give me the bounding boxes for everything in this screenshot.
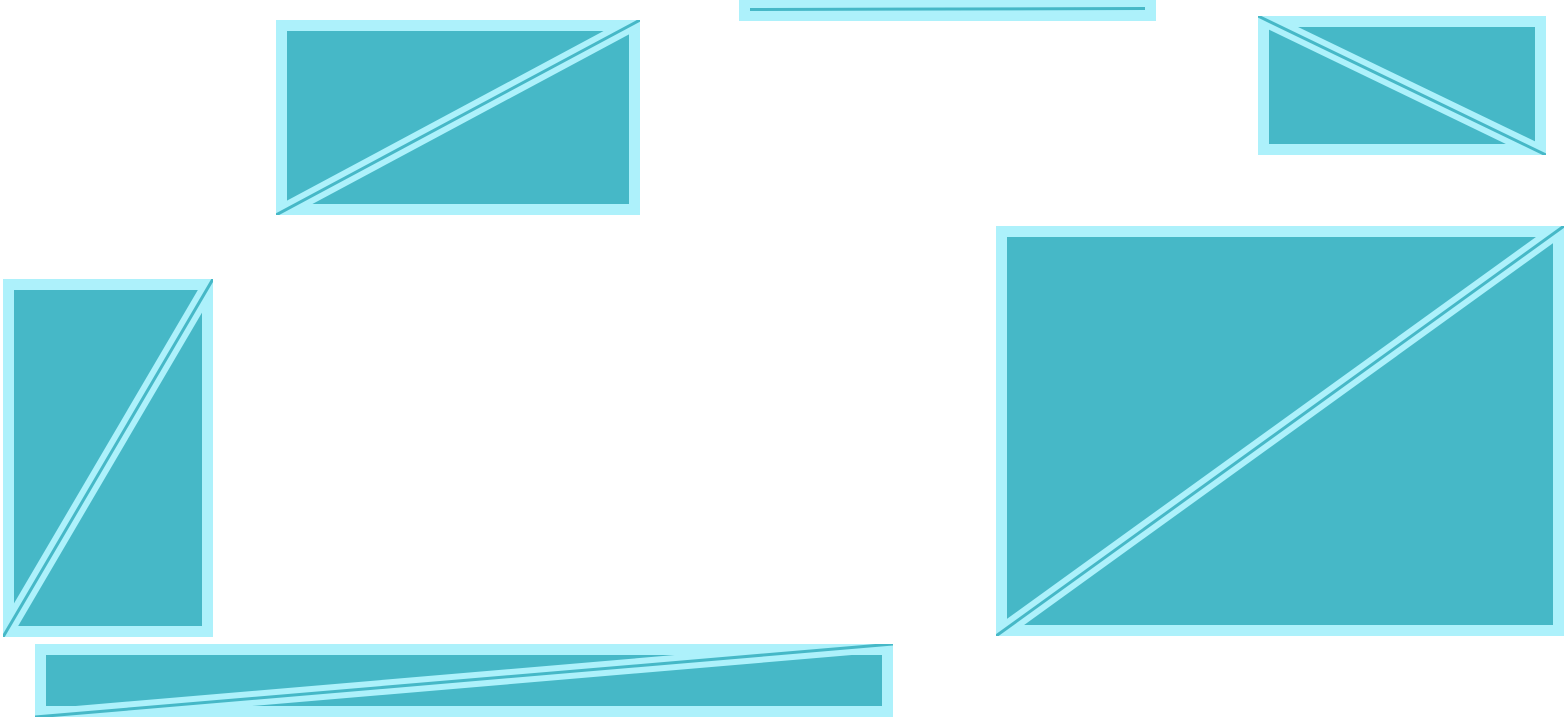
slash-core	[35, 644, 893, 717]
placeholder-box-large-right	[996, 226, 1564, 636]
placeholder-box-left	[3, 279, 213, 637]
placeholder-box-upper-left	[276, 20, 640, 215]
slash-core	[996, 226, 1564, 636]
placeholder-box-top-sliver	[739, 0, 1156, 21]
slash-core	[276, 20, 640, 215]
slash-core	[3, 279, 213, 637]
placeholder-box-bottom-bar	[35, 644, 893, 717]
placeholder-box-upper-right	[1258, 16, 1546, 155]
slash-core	[749, 7, 1146, 11]
slash-core	[1258, 16, 1546, 155]
